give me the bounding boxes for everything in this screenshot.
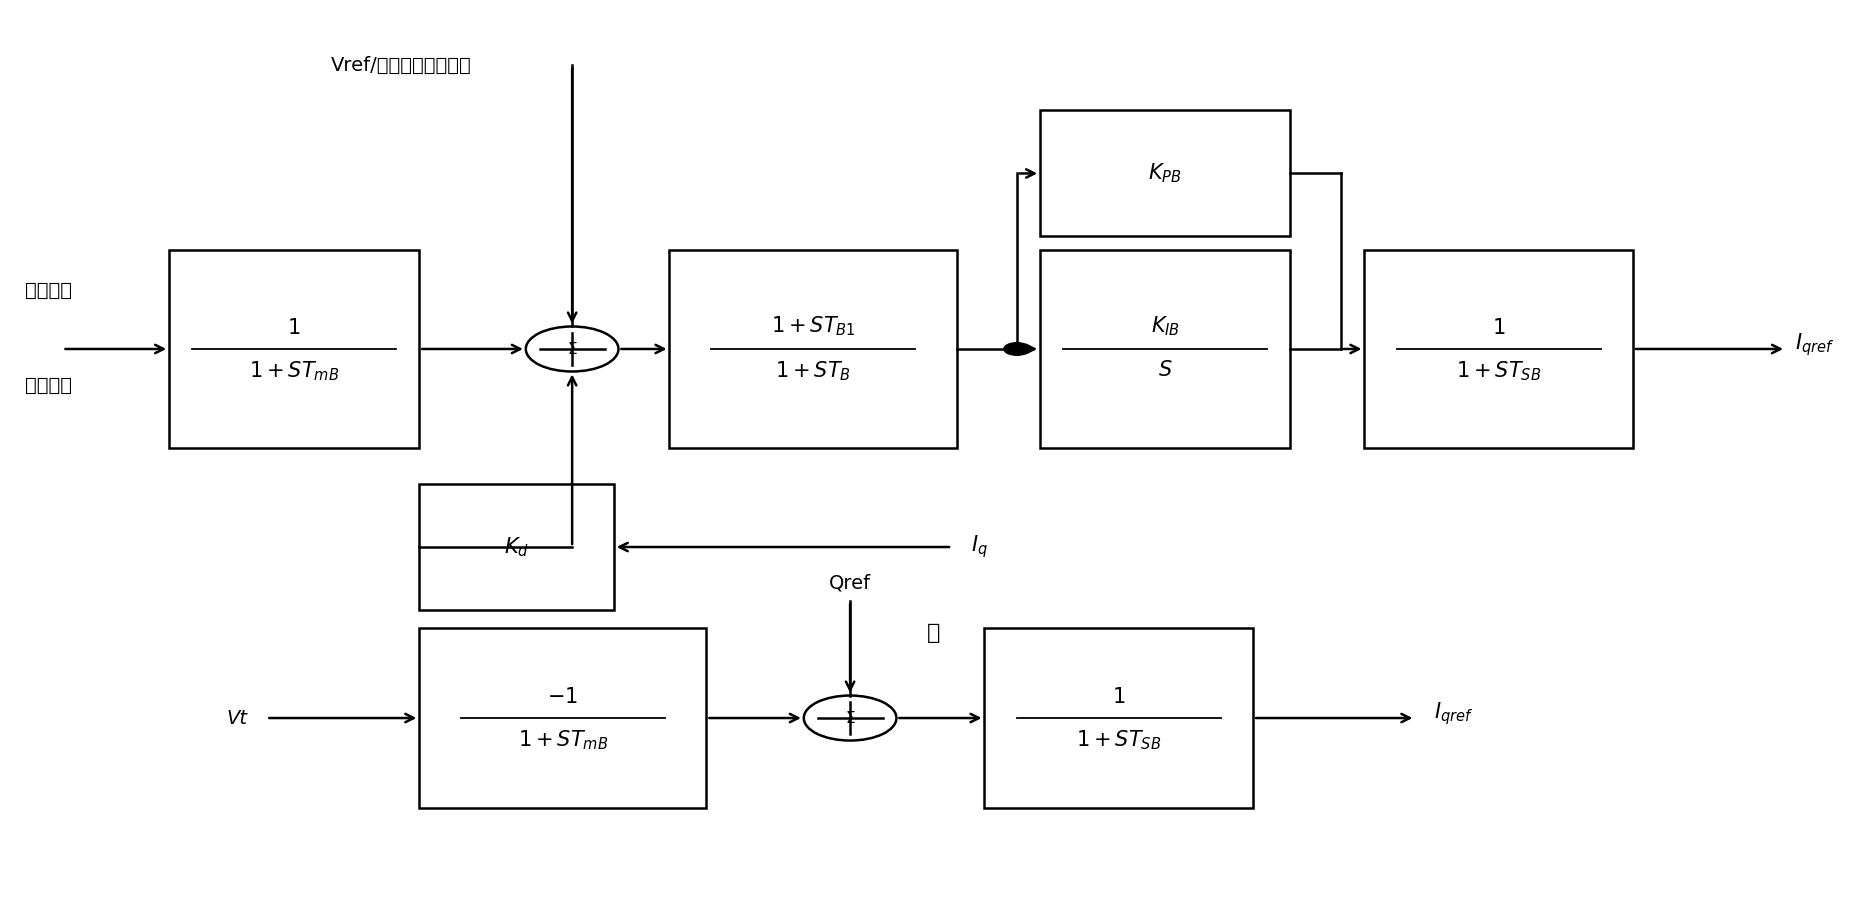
Bar <box>170 250 420 448</box>
Bar <box>1040 250 1290 448</box>
Text: $1+ST_{mB}$: $1+ST_{mB}$ <box>517 728 609 752</box>
Circle shape <box>526 326 618 371</box>
Bar <box>670 250 956 448</box>
Text: Vt: Vt <box>228 708 248 728</box>
Text: $K_d$: $K_d$ <box>504 536 528 558</box>
Text: $\Sigma$: $\Sigma$ <box>844 710 855 726</box>
Text: $S$: $S$ <box>1158 360 1172 380</box>
Text: $-1$: $-1$ <box>547 687 579 707</box>
Text: 的实测值: 的实测值 <box>26 376 73 395</box>
Text: $I_{qref}$: $I_{qref}$ <box>1796 331 1835 358</box>
Text: $1$: $1$ <box>288 318 301 338</box>
Text: $1+ST_{mB}$: $1+ST_{mB}$ <box>248 360 340 383</box>
Text: $K_{PB}$: $K_{PB}$ <box>1148 162 1182 186</box>
Circle shape <box>805 696 896 740</box>
Text: $1+ST_{SB}$: $1+ST_{SB}$ <box>1075 728 1161 752</box>
Text: $1+ST_{B1}$: $1+ST_{B1}$ <box>771 314 855 338</box>
Text: $K_{IB}$: $K_{IB}$ <box>1150 314 1180 338</box>
Bar <box>420 484 614 610</box>
Text: 或: 或 <box>926 622 941 643</box>
Bar <box>1040 111 1290 237</box>
Bar <box>984 628 1253 808</box>
Text: $1$: $1$ <box>1113 687 1126 707</box>
Bar <box>420 628 706 808</box>
Text: $1+ST_B$: $1+ST_B$ <box>775 360 851 383</box>
Text: $1$: $1$ <box>1492 318 1505 338</box>
Text: $\Sigma$: $\Sigma$ <box>568 341 577 357</box>
Text: $1+ST_{SB}$: $1+ST_{SB}$ <box>1456 360 1542 383</box>
Text: 控制目标: 控制目标 <box>26 281 73 300</box>
Text: Vref/其它无功控制目标: Vref/其它无功控制目标 <box>330 56 472 75</box>
Text: $I_q$: $I_q$ <box>971 534 988 560</box>
Bar <box>1365 250 1634 448</box>
Circle shape <box>1004 343 1031 356</box>
Text: $I_{qref}$: $I_{qref}$ <box>1434 700 1473 727</box>
Text: Qref: Qref <box>829 573 872 592</box>
